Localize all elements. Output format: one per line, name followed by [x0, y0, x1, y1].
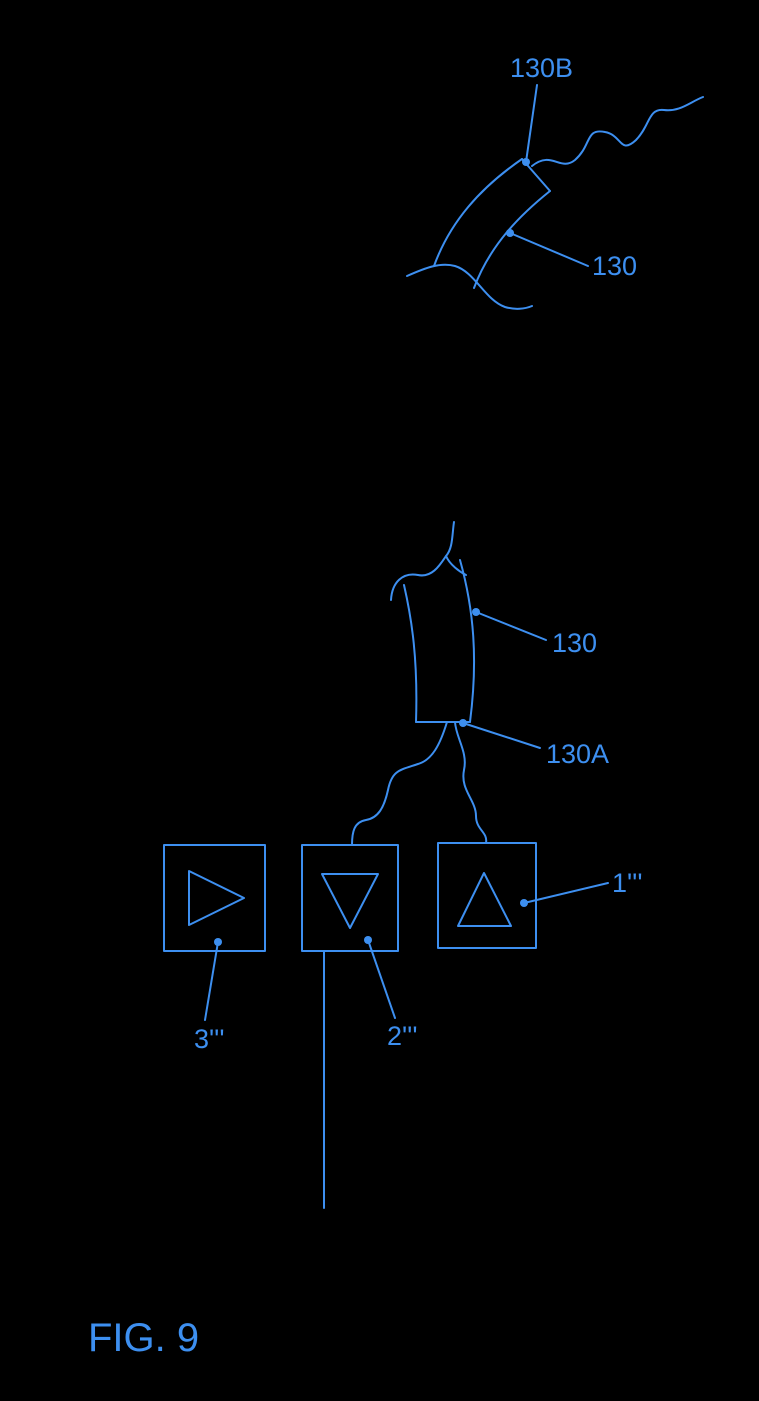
lower-label-body-leader — [476, 612, 546, 640]
unit-3: 3''' — [164, 845, 265, 1054]
upper-label-end-leader — [526, 85, 537, 162]
upper-sensor-base-curve — [407, 265, 532, 309]
unit-3-label: 3''' — [194, 1024, 224, 1054]
upper-sensor: 130B 130 — [407, 53, 703, 309]
unit-3-leader — [205, 942, 218, 1020]
lower-label-end: 130A — [546, 739, 609, 769]
upper-label-end: 130B — [510, 53, 573, 83]
lower-label-end-dot — [459, 719, 467, 727]
unit-1-label: 1''' — [612, 868, 642, 898]
lower-sensor-right-edge — [460, 560, 474, 722]
lower-sensor-top-wire — [446, 522, 454, 556]
upper-label-end-dot — [522, 158, 530, 166]
wire-to-unit-1 — [455, 722, 486, 843]
upper-sensor-lead-wire — [532, 97, 703, 166]
unit-2: 2''' — [302, 845, 417, 1208]
unit-2-box — [302, 845, 398, 951]
figure-caption: FIG. 9 — [88, 1316, 199, 1360]
triangle-right-icon — [189, 871, 244, 925]
lower-sensor-left-edge — [404, 585, 416, 722]
upper-label-body: 130 — [592, 251, 637, 281]
unit-1: 1''' — [438, 843, 642, 948]
lower-sensor-top-curve — [391, 556, 466, 600]
wire-to-unit-2 — [352, 722, 447, 845]
lower-label-body-dot — [472, 608, 480, 616]
upper-label-body-leader — [510, 233, 588, 266]
unit-3-box — [164, 845, 265, 951]
lower-label-end-leader — [463, 723, 540, 748]
lower-label-body: 130 — [552, 628, 597, 658]
lower-sensor: 130 130A — [352, 522, 609, 845]
triangle-up-icon — [458, 873, 511, 926]
unit-1-box — [438, 843, 536, 948]
upper-sensor-inner-arc — [474, 191, 550, 288]
upper-label-body-dot — [506, 229, 514, 237]
upper-sensor-outer-arc — [434, 159, 522, 266]
triangle-down-icon — [322, 874, 378, 928]
unit-2-label: 2''' — [387, 1021, 417, 1051]
